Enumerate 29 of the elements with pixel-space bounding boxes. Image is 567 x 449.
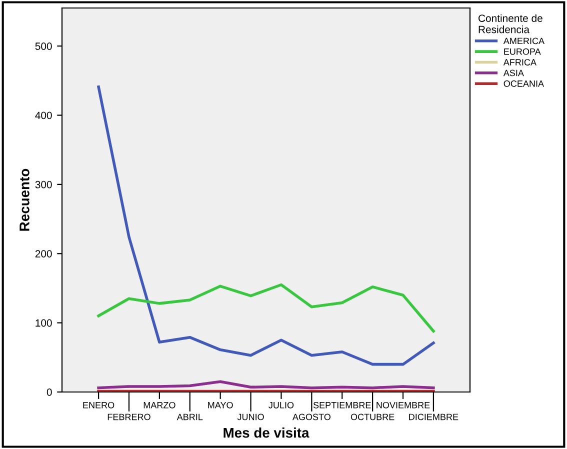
x-axis-title: Mes de visita bbox=[224, 428, 310, 438]
line-series bbox=[97, 380, 435, 390]
x-tick-label: ABRIL bbox=[176, 414, 203, 420]
x-tick-label: OCTUBRE bbox=[350, 414, 394, 420]
line-series bbox=[97, 85, 435, 366]
y-tick-label: 400 bbox=[35, 112, 52, 120]
x-tick-label: JUNIO bbox=[237, 414, 264, 420]
y-tick-label: 0 bbox=[46, 388, 52, 396]
x-tick-label: MARZO bbox=[144, 402, 176, 408]
x-tick-label: NOVIEMBRE bbox=[376, 402, 430, 408]
x-tick-label: FEBRERO bbox=[108, 414, 150, 420]
y-tick-label: 200 bbox=[35, 250, 52, 258]
x-tick-label: AGOSTO bbox=[292, 414, 330, 420]
line-series bbox=[97, 283, 435, 333]
x-tick-label: SEPTIEMBRE bbox=[313, 402, 371, 408]
y-tick-label: 500 bbox=[35, 42, 52, 50]
x-tick-label: DICIEMBRE bbox=[409, 414, 458, 420]
legend-label: AFRICA bbox=[503, 59, 536, 66]
x-tick-label: ENERO bbox=[83, 402, 114, 408]
y-tick-label: 300 bbox=[35, 180, 52, 188]
y-tick-label: 100 bbox=[36, 319, 52, 327]
legend-label: ASIA bbox=[503, 70, 524, 76]
legend-label: EUROPA bbox=[504, 48, 541, 55]
legend-label: OCEANIA bbox=[504, 80, 544, 87]
y-axis-title: Recuento bbox=[20, 168, 30, 231]
legend-title: Continente de Residencia bbox=[478, 14, 542, 34]
legend-label: AMERICA bbox=[503, 38, 545, 44]
x-tick-label: JULIO bbox=[268, 402, 294, 408]
x-tick-label: MAYO bbox=[208, 402, 233, 408]
